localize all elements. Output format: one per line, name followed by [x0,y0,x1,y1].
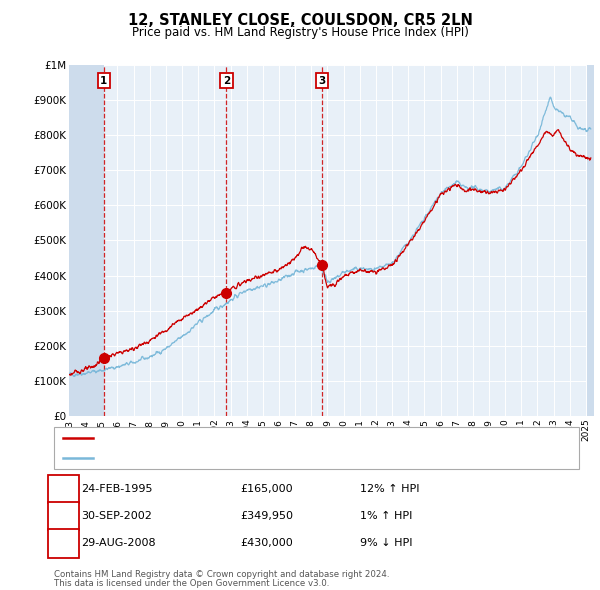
Text: This data is licensed under the Open Government Licence v3.0.: This data is licensed under the Open Gov… [54,579,329,588]
Text: 29-AUG-2008: 29-AUG-2008 [81,539,155,548]
Text: 1: 1 [60,484,67,494]
Text: 24-FEB-1995: 24-FEB-1995 [81,484,152,494]
Text: 30-SEP-2002: 30-SEP-2002 [81,512,152,521]
Text: 12% ↑ HPI: 12% ↑ HPI [360,484,419,494]
Text: £165,000: £165,000 [240,484,293,494]
Text: 3: 3 [319,76,326,86]
Text: 1: 1 [100,76,107,86]
Text: 12, STANLEY CLOSE, COULSDON, CR5 2LN (detached house): 12, STANLEY CLOSE, COULSDON, CR5 2LN (de… [99,433,430,443]
Bar [587,65,594,416]
Text: 2: 2 [223,76,230,86]
Text: Price paid vs. HM Land Registry's House Price Index (HPI): Price paid vs. HM Land Registry's House … [131,26,469,39]
Text: 1% ↑ HPI: 1% ↑ HPI [360,512,412,521]
Bar [69,65,104,416]
Text: 12, STANLEY CLOSE, COULSDON, CR5 2LN: 12, STANLEY CLOSE, COULSDON, CR5 2LN [128,13,472,28]
Text: 2: 2 [60,512,67,521]
Text: £430,000: £430,000 [240,539,293,548]
Text: HPI: Average price, detached house, Croydon: HPI: Average price, detached house, Croy… [99,453,347,463]
Text: 3: 3 [60,539,67,548]
Text: £349,950: £349,950 [240,512,293,521]
Text: Contains HM Land Registry data © Crown copyright and database right 2024.: Contains HM Land Registry data © Crown c… [54,571,389,579]
Text: 9% ↓ HPI: 9% ↓ HPI [360,539,413,548]
